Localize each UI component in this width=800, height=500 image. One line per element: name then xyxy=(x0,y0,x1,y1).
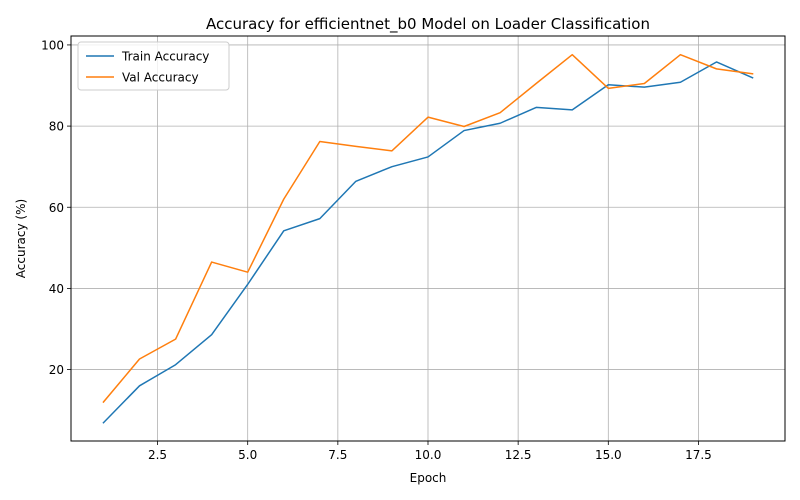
val-accuracy-point xyxy=(463,125,466,128)
val-accuracy-point xyxy=(571,53,574,56)
x-tick-label: 7.5 xyxy=(328,448,347,462)
val-accuracy-point xyxy=(535,82,538,85)
train-accuracy-point xyxy=(535,106,538,109)
train-accuracy-point xyxy=(463,129,466,132)
val-accuracy-point xyxy=(138,358,141,361)
val-accuracy-point xyxy=(246,271,249,274)
val-accuracy-line xyxy=(102,53,754,404)
train-accuracy-point xyxy=(643,86,646,89)
legend-box xyxy=(77,41,230,91)
val-accuracy-point xyxy=(751,72,754,75)
train-accuracy-point xyxy=(499,122,502,125)
val-accuracy-point xyxy=(607,87,610,90)
y-tick-label: 80 xyxy=(49,120,64,134)
val-accuracy-point xyxy=(174,338,177,341)
axis-ticks: 2.5 5.0 7.5 10.0 12.5 15.0 17.5 20 40 60 80 100 xyxy=(41,38,712,462)
x-tick-label: 12.5 xyxy=(505,448,532,462)
train-accuracy-point xyxy=(427,155,430,158)
chart-title: Accuracy for efficientnet_b0 Model on Lo… xyxy=(206,15,650,34)
x-tick-label: 5.0 xyxy=(238,448,257,462)
val-accuracy-point xyxy=(679,53,682,56)
legend-label-val: Val Accuracy xyxy=(122,71,199,85)
legend-label-train: Train Accuracy xyxy=(121,50,209,64)
val-accuracy-point xyxy=(210,261,213,264)
train-accuracy-point xyxy=(571,108,574,111)
val-accuracy-point xyxy=(499,111,502,114)
x-tick-label: 15.0 xyxy=(595,448,622,462)
train-accuracy-point xyxy=(102,421,105,424)
y-tick-label: 100 xyxy=(41,38,64,52)
val-accuracy-point xyxy=(354,145,357,148)
train-accuracy-point xyxy=(174,363,177,366)
val-accuracy-point xyxy=(282,198,285,201)
y-tick-label: 20 xyxy=(49,363,64,377)
train-accuracy-point xyxy=(246,283,249,286)
train-accuracy-point xyxy=(138,384,141,387)
val-accuracy-point xyxy=(715,67,718,70)
train-accuracy-point xyxy=(390,165,393,168)
train-accuracy-point xyxy=(751,76,754,79)
y-axis-label: Accuracy (%) xyxy=(14,199,28,278)
train-accuracy-point xyxy=(210,333,213,336)
legend: Train Accuracy Val Accuracy xyxy=(77,41,230,91)
x-tick-label: 17.5 xyxy=(685,448,712,462)
x-tick-label: 2.5 xyxy=(148,448,167,462)
x-tick-label: 10.0 xyxy=(415,448,442,462)
val-accuracy-point xyxy=(643,82,646,85)
train-accuracy-point xyxy=(715,60,718,63)
val-accuracy-point xyxy=(427,116,430,119)
train-accuracy-point xyxy=(679,81,682,84)
train-accuracy-point xyxy=(318,217,321,220)
train-accuracy-point xyxy=(354,180,357,183)
y-tick-label: 40 xyxy=(49,282,64,296)
val-accuracy-point xyxy=(390,149,393,152)
train-accuracy-point xyxy=(282,229,285,232)
grid xyxy=(71,36,785,441)
series-lines xyxy=(102,53,754,424)
train-accuracy-line xyxy=(102,61,754,424)
val-accuracy-point xyxy=(102,401,105,404)
y-tick-label: 60 xyxy=(49,201,64,215)
train-accuracy-point xyxy=(607,83,610,86)
x-axis-label: Epoch xyxy=(410,471,447,485)
val-accuracy-point xyxy=(318,140,321,143)
